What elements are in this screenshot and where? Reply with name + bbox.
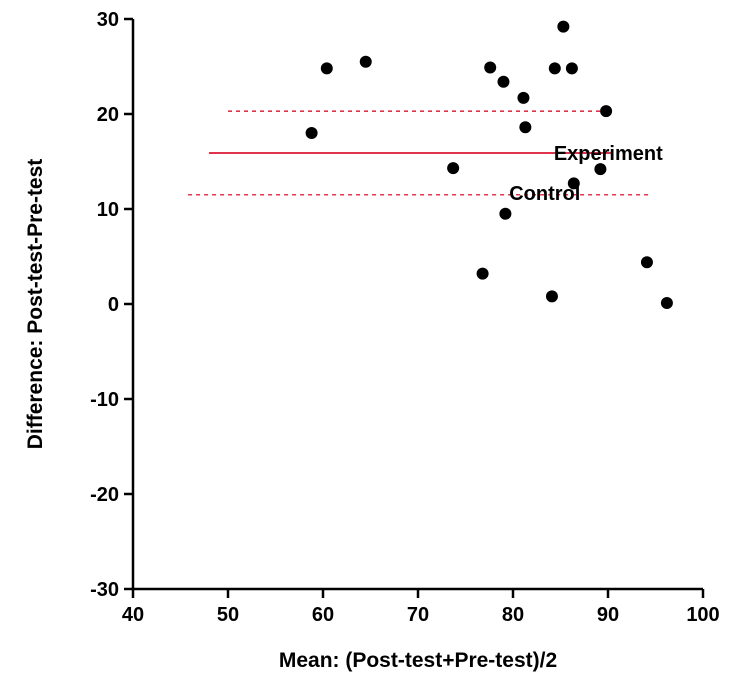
x-tick-label: 50 <box>217 604 239 626</box>
x-tick-label: 70 <box>407 604 429 626</box>
data-point <box>517 91 530 104</box>
data-point <box>660 297 673 310</box>
x-tick-label: 40 <box>122 604 144 626</box>
data-point <box>565 62 578 75</box>
data-point <box>497 75 510 88</box>
data-point <box>545 290 558 303</box>
x-tick-label: 90 <box>597 604 619 626</box>
y-ticks: 30 20 10 0 -10 -20 -30 <box>90 9 133 601</box>
axes <box>131 19 703 591</box>
data-point <box>600 105 613 118</box>
y-tick-label: 20 <box>97 104 119 126</box>
reference-lines <box>188 110 651 196</box>
x-ticks: 40 50 60 70 80 90 100 <box>122 589 720 626</box>
data-point <box>499 207 512 220</box>
data-point <box>557 20 570 33</box>
data-point <box>447 162 460 175</box>
y-tick-label: -20 <box>90 484 119 506</box>
y-tick-label: 10 <box>97 199 119 221</box>
x-tick-label: 100 <box>686 604 719 626</box>
x-tick-label: 80 <box>502 604 524 626</box>
y-axis-label: Difference: Post-test-Pre-test <box>24 159 47 450</box>
annotation-label: Control <box>509 183 580 205</box>
data-point <box>484 61 497 74</box>
data-point <box>640 256 653 269</box>
data-point <box>519 121 532 134</box>
x-tick-label: 60 <box>312 604 334 626</box>
x-axis-label: Mean: (Post-test+Pre-test)/2 <box>279 649 557 672</box>
annotations: Experiment Control <box>509 143 663 205</box>
y-tick-label: 0 <box>108 294 119 316</box>
y-tick-label: 30 <box>97 9 119 31</box>
data-points <box>305 20 673 310</box>
annotation-label: Experiment <box>554 143 663 165</box>
data-point <box>305 127 318 139</box>
data-point <box>594 163 607 176</box>
data-point <box>359 55 372 68</box>
y-tick-label: -30 <box>90 579 119 601</box>
data-point <box>548 62 561 75</box>
data-point <box>476 267 489 280</box>
data-point <box>567 177 580 190</box>
y-tick-label: -10 <box>90 389 119 411</box>
data-point <box>320 62 333 75</box>
